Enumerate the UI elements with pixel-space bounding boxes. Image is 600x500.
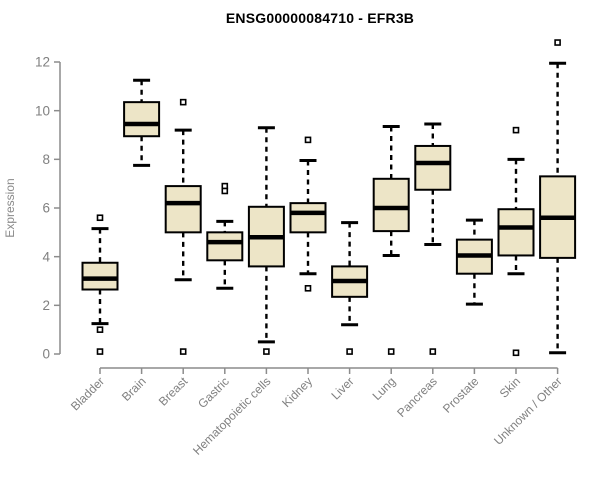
x-tick-label: Lung [370,374,399,403]
box-kidney [289,202,327,234]
y-tick-label: 10 [35,103,50,118]
box-skin [497,208,535,257]
outlier-kidney [304,136,312,144]
box-breast [164,185,202,234]
x-tick-label: Liver [328,374,356,402]
box-brain [123,101,161,138]
x-tick-label: Hematopoietic cells [190,374,273,457]
outlier-gastric [221,187,229,195]
y-tick-label: 0 [42,347,50,362]
y-tick-label: 2 [42,298,50,313]
outlier-pancreas [429,348,437,355]
outlier-bladder [96,326,104,333]
outlier-skin [512,349,520,357]
box-gastric [206,231,244,262]
x-tick-label: Breast [156,374,191,409]
y-tick-label: 6 [42,201,50,216]
x-tick-label: Gastric [195,374,232,411]
x-tick-label: Kidney [279,374,315,410]
outlier-unknown-other [554,39,561,46]
y-tick-label: 8 [42,152,50,167]
outlier-bladder [96,348,104,355]
x-tick-label: Pancreas [394,374,440,420]
y-tick-label: 4 [42,249,50,264]
y-tick-label: 12 [35,55,50,70]
outlier-lung [387,348,395,355]
x-tick-label: Bladder [68,374,107,413]
outlier-bladder [96,214,104,222]
outlier-liver [346,348,353,355]
outlier-breast [179,348,187,355]
x-tick-label: Prostate [440,374,482,416]
chart-title: ENSG00000084710 - EFR3B [225,10,415,26]
outlier-hematopoietic-cells [263,348,270,355]
x-tick-label: Brain [119,374,149,404]
y-axis-label: Expression [3,178,17,237]
box-lung [372,177,410,233]
outlier-kidney [304,284,312,292]
box-pancreas [414,144,452,191]
outlier-skin [512,126,520,134]
box-bladder [81,261,119,291]
x-tick-label: Skin [497,374,523,400]
outlier-breast [179,98,187,106]
